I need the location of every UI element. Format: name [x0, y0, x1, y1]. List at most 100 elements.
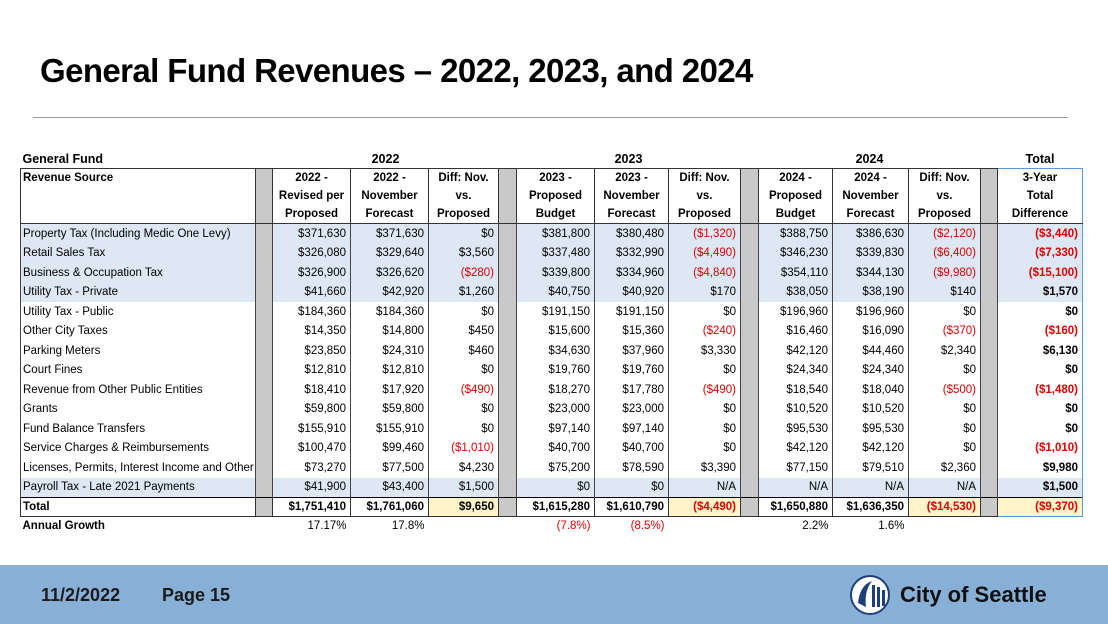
cell: $100,470 — [272, 438, 351, 458]
cell: $388,750 — [758, 223, 833, 244]
total-cell: $1,650,880 — [758, 497, 833, 517]
cell: $23,000 — [594, 399, 669, 419]
cell: ($1,480) — [997, 380, 1083, 400]
row-label: Other City Taxes — [20, 321, 256, 341]
row-label: Property Tax (Including Medic One Levy) — [20, 223, 256, 244]
cell: ($3,440) — [997, 223, 1083, 244]
cell: $0 — [428, 399, 499, 419]
cell: ($4,490) — [668, 243, 741, 263]
separator — [498, 438, 517, 458]
separator — [740, 243, 759, 263]
cell: $155,910 — [272, 419, 351, 439]
logo-text: City of Seattle — [900, 582, 1047, 607]
cell: $78,590 — [594, 458, 669, 478]
separator — [498, 360, 517, 380]
cell: $40,920 — [594, 282, 669, 302]
row-label: Utility Tax - Public — [20, 302, 256, 322]
cell: $95,530 — [758, 419, 833, 439]
row-label: Utility Tax - Private — [20, 282, 256, 302]
cell: $42,920 — [350, 282, 429, 302]
cell: N/A — [832, 477, 909, 498]
cell: $0 — [908, 360, 981, 380]
cell: $15,360 — [594, 321, 669, 341]
separator — [255, 168, 273, 224]
column-header: 2022 - Revised per Proposed — [272, 168, 351, 224]
separator — [980, 321, 998, 341]
separator — [255, 497, 273, 517]
empty-cell — [669, 517, 741, 536]
column-header: 3-Year Total Difference — [997, 168, 1083, 224]
separator — [255, 341, 273, 361]
table-row: Revenue Source 2022 - Revised per Propose… — [20, 168, 1083, 224]
cell: $0 — [997, 399, 1083, 419]
cell: $0 — [997, 302, 1083, 322]
cell: $339,830 — [832, 243, 909, 263]
empty-cell — [429, 517, 499, 536]
separator — [980, 168, 998, 224]
separator — [740, 168, 759, 224]
total-cell: $1,761,060 — [350, 497, 429, 517]
separator — [980, 341, 998, 361]
cell: $1,500 — [997, 477, 1083, 498]
cell: ($4,840) — [668, 263, 741, 283]
row-label: Revenue from Other Public Entities — [20, 380, 256, 400]
separator — [498, 341, 517, 361]
cell: $1,570 — [997, 282, 1083, 302]
cell: $38,050 — [758, 282, 833, 302]
cell: $0 — [997, 360, 1083, 380]
separator — [980, 419, 998, 439]
cell: $42,120 — [832, 438, 909, 458]
growth-cell: 17.17% — [307, 520, 347, 532]
cell: $0 — [908, 302, 981, 322]
separator — [498, 243, 517, 263]
cell: $0 — [516, 477, 595, 498]
column-header: Revenue Source — [20, 168, 256, 224]
growth-cell: (7.8%) — [556, 520, 591, 532]
cell: $19,760 — [594, 360, 669, 380]
footer-page: Page 15 — [162, 585, 231, 605]
cell: $3,560 — [428, 243, 499, 263]
separator — [498, 497, 517, 517]
cell: $9,980 — [997, 458, 1083, 478]
cell: $1,500 — [428, 477, 499, 498]
cell: $17,780 — [594, 380, 669, 400]
separator — [255, 302, 273, 322]
cell: $40,750 — [516, 282, 595, 302]
cell: $184,360 — [350, 302, 429, 322]
separator — [740, 360, 759, 380]
separator — [740, 341, 759, 361]
cell: $170 — [668, 282, 741, 302]
cell: $460 — [428, 341, 499, 361]
cell: N/A — [758, 477, 833, 498]
revenue-table: General Fund 2022 2023 2024 Total Revenue Sou… — [20, 150, 1083, 535]
separator — [255, 380, 273, 400]
separator — [980, 223, 998, 244]
table-row: Property Tax (Including Medic One Levy) $… — [20, 223, 1083, 244]
column-header: 2023 - Proposed Budget — [516, 168, 595, 224]
cell: ($1,010) — [997, 438, 1083, 458]
cell: $23,000 — [516, 399, 595, 419]
cell: $18,040 — [832, 380, 909, 400]
cell: ($370) — [908, 321, 981, 341]
row-label: Payroll Tax - Late 2021 Payments — [20, 477, 256, 498]
separator — [255, 223, 273, 244]
table-row: General Fund 2022 2023 2024 Total — [21, 150, 1083, 169]
cell: $0 — [668, 419, 741, 439]
cell: $40,700 — [516, 438, 595, 458]
cell: $77,500 — [350, 458, 429, 478]
separator — [740, 458, 759, 478]
cell: $0 — [668, 399, 741, 419]
cell: $0 — [428, 223, 499, 244]
cell: $450 — [428, 321, 499, 341]
separator — [255, 282, 273, 302]
cell: ($160) — [997, 321, 1083, 341]
column-header: 2024 - Proposed Budget — [758, 168, 833, 224]
cell: $329,640 — [350, 243, 429, 263]
cell: ($15,100) — [997, 263, 1083, 283]
cell: $0 — [997, 419, 1083, 439]
table-body: General Fund 2022 2023 2024 Total Revenue Sou… — [20, 150, 1083, 536]
separator — [498, 223, 517, 244]
empty-cell — [909, 517, 981, 536]
cell: $42,120 — [758, 341, 833, 361]
cell: $344,130 — [832, 263, 909, 283]
